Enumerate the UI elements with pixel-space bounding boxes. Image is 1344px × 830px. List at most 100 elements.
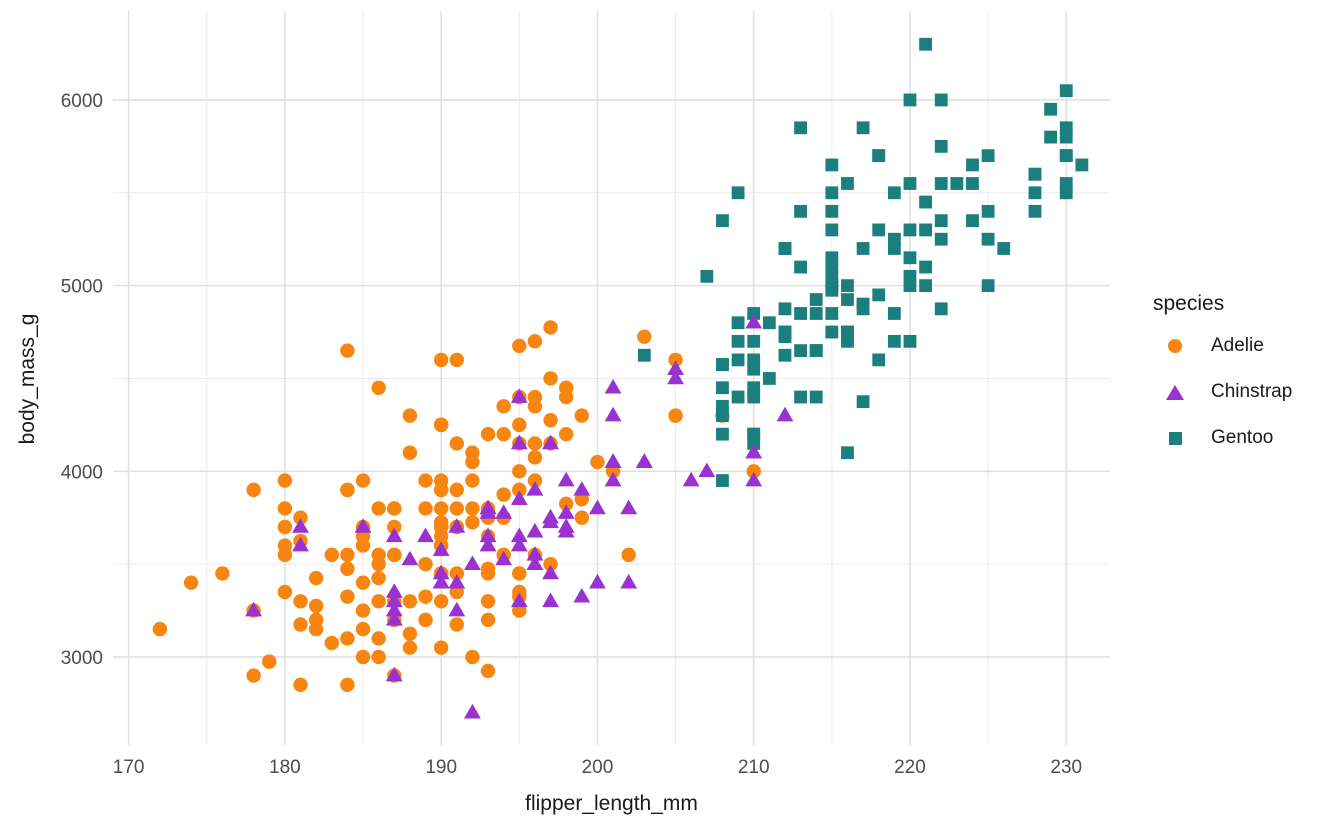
- data-point-chinstrap: [620, 573, 638, 589]
- data-point-gentoo: [981, 232, 995, 246]
- data-point-adelie: [558, 426, 574, 442]
- data-point-chinstrap: [385, 611, 403, 626]
- data-point-chinstrap: [698, 462, 716, 478]
- data-point-adelie: [512, 566, 527, 581]
- data-point-gentoo: [731, 186, 745, 200]
- data-point-gentoo: [825, 204, 839, 218]
- data-point-chinstrap: [510, 592, 528, 608]
- data-point-chinstrap: [745, 443, 763, 459]
- data-point-chinstrap: [245, 601, 263, 617]
- data-point-gentoo: [934, 177, 948, 190]
- data-point-chinstrap: [448, 518, 466, 533]
- data-point-adelie: [340, 561, 355, 576]
- data-point-adelie: [465, 515, 480, 530]
- data-point-chinstrap: [417, 527, 434, 543]
- data-point-chinstrap: [385, 592, 403, 608]
- data-point-chinstrap: [292, 518, 309, 533]
- data-point-adelie: [308, 621, 324, 637]
- data-point-adelie: [433, 482, 449, 498]
- data-point-gentoo: [919, 195, 933, 209]
- data-point-adelie: [355, 603, 371, 618]
- data-point-adelie: [371, 501, 386, 516]
- data-point-adelie: [449, 566, 464, 581]
- data-point-adelie: [277, 584, 293, 600]
- data-point-gentoo: [825, 325, 839, 339]
- data-point-adelie: [402, 408, 418, 423]
- data-point-gentoo: [825, 186, 839, 200]
- data-point-adelie: [277, 547, 293, 563]
- data-point-adelie: [387, 519, 402, 535]
- data-point-gentoo: [809, 293, 823, 306]
- data-point-adelie: [433, 501, 449, 516]
- data-point-gentoo: [872, 288, 886, 302]
- data-point-gentoo: [1075, 158, 1089, 172]
- data-point-chinstrap: [557, 504, 575, 519]
- data-point-gentoo: [966, 177, 979, 190]
- data-point-gentoo: [1059, 121, 1073, 135]
- data-point-adelie: [433, 594, 449, 609]
- data-point-gentoo: [716, 474, 729, 487]
- data-point-chinstrap: [448, 573, 466, 589]
- data-point-adelie: [512, 417, 527, 433]
- data-point-gentoo: [841, 293, 854, 306]
- data-point-adelie: [152, 621, 168, 637]
- y-axis-title: body_mass_g: [16, 313, 39, 445]
- data-point-chinstrap: [464, 703, 481, 719]
- data-point-gentoo: [934, 139, 948, 153]
- data-point-adelie: [512, 338, 527, 354]
- data-point-adelie: [637, 329, 652, 344]
- data-point-gentoo: [731, 390, 745, 404]
- data-point-gentoo: [856, 121, 870, 135]
- data-point-chinstrap: [385, 583, 403, 598]
- data-point-chinstrap: [573, 587, 591, 603]
- data-point-gentoo: [747, 427, 761, 441]
- data-point-adelie: [433, 417, 449, 433]
- legend-item-adelie: Adelie: [1153, 331, 1292, 361]
- x-tick-label: 220: [894, 757, 926, 778]
- data-point-gentoo: [872, 223, 886, 237]
- data-point-gentoo: [1059, 149, 1073, 163]
- data-point-chinstrap: [526, 555, 544, 570]
- data-point-adelie: [387, 501, 402, 516]
- data-point-adelie: [277, 501, 293, 516]
- data-point-adelie: [293, 594, 308, 609]
- data-point-gentoo: [966, 158, 979, 172]
- legend-title: species: [1153, 292, 1225, 315]
- data-point-chinstrap: [557, 471, 575, 487]
- data-point-adelie: [418, 501, 433, 516]
- data-point-gentoo: [778, 242, 792, 255]
- data-point-chinstrap: [745, 313, 763, 329]
- grid-minor-lines: [113, 11, 1110, 745]
- data-point-adelie: [183, 575, 199, 590]
- data-point-chinstrap: [385, 666, 403, 682]
- data-point-adelie: [574, 510, 590, 525]
- data-point-gentoo: [637, 348, 651, 362]
- data-point-adelie: [371, 547, 386, 563]
- data-point-chinstrap: [745, 471, 763, 487]
- data-point-chinstrap: [448, 601, 466, 617]
- data-point-gentoo: [1028, 204, 1042, 218]
- data-point-chinstrap: [542, 508, 559, 524]
- data-point-adelie: [418, 473, 433, 488]
- data-point-chinstrap: [682, 471, 700, 487]
- data-point-adelie: [340, 631, 355, 646]
- data-point-adelie: [324, 635, 339, 651]
- data-point-adelie: [574, 408, 590, 423]
- data-point-adelie: [496, 399, 511, 414]
- data-point-gentoo: [1028, 167, 1042, 181]
- data-point-gentoo: [841, 330, 854, 344]
- data-point-gentoo: [762, 316, 776, 330]
- data-point-adelie: [543, 371, 558, 386]
- data-point-adelie: [433, 640, 449, 655]
- data-point-gentoo: [731, 334, 745, 348]
- data-point-chinstrap: [479, 504, 497, 519]
- data-point-adelie: [340, 482, 355, 498]
- data-point-adelie: [355, 649, 371, 665]
- x-axis-tick-labels: 170 180 190 200 210 220 230: [113, 757, 1082, 778]
- data-point-chinstrap: [495, 504, 513, 519]
- data-point-adelie: [543, 556, 558, 572]
- legend-label-chinstrap: Chinstrap: [1211, 381, 1293, 402]
- data-point-gentoo: [825, 223, 839, 237]
- data-point-adelie: [293, 510, 308, 525]
- data-point-chinstrap: [604, 378, 622, 394]
